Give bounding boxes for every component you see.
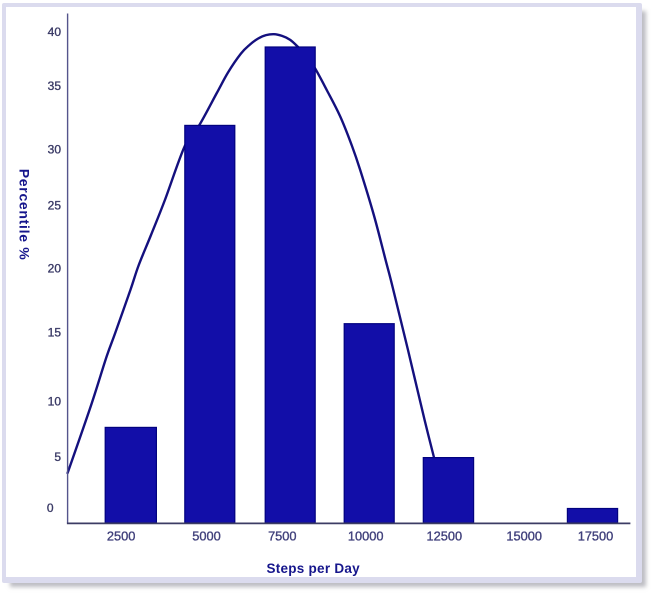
svg-text:5000: 5000 [192,529,220,544]
svg-text:35: 35 [48,79,62,93]
svg-text:Percentile %: Percentile % [17,169,33,261]
svg-text:10: 10 [48,395,62,409]
svg-text:20: 20 [48,262,62,276]
svg-text:10000: 10000 [348,529,384,544]
svg-text:2500: 2500 [107,529,135,544]
svg-text:40: 40 [48,25,62,39]
svg-text:5: 5 [54,450,61,464]
svg-text:0: 0 [47,501,54,515]
svg-text:12500: 12500 [427,529,463,544]
svg-text:30: 30 [48,142,62,156]
svg-text:Steps per Day: Steps per Day [267,561,361,576]
svg-text:25: 25 [48,198,62,212]
svg-text:15: 15 [48,325,62,339]
svg-text:15000: 15000 [506,529,542,544]
svg-text:17500: 17500 [578,529,614,544]
svg-text:7500: 7500 [268,529,296,544]
